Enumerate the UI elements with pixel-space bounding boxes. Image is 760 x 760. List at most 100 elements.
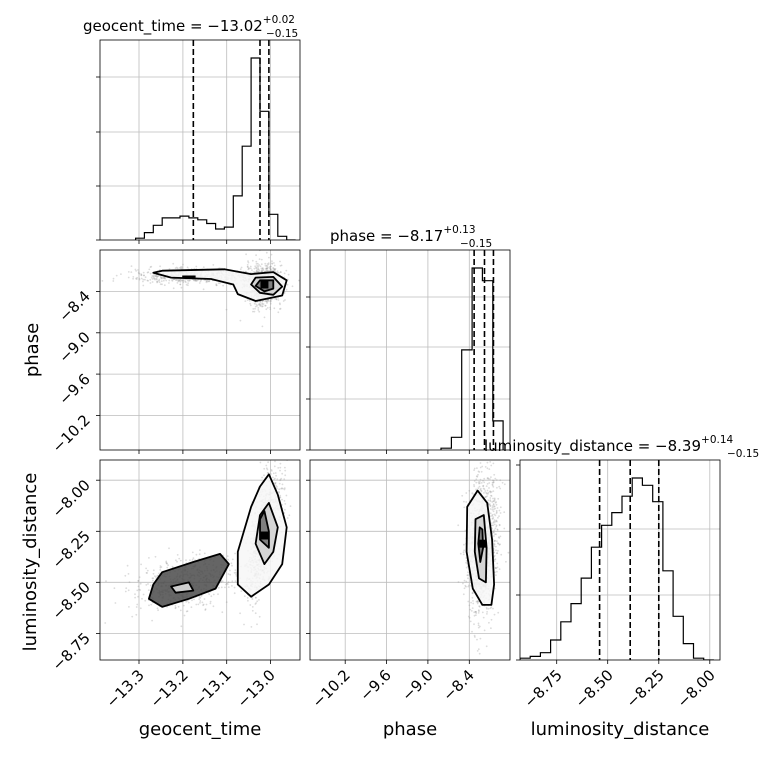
sample-point — [135, 606, 138, 608]
sample-point — [270, 300, 272, 303]
sample-point — [227, 558, 230, 561]
sample-point — [267, 299, 269, 301]
sample-point — [187, 280, 190, 282]
sample-point — [273, 307, 276, 310]
sample-point — [478, 605, 481, 608]
sample-point — [140, 273, 143, 275]
sample-point — [270, 470, 273, 472]
sample-point — [144, 599, 147, 602]
sample-point — [478, 652, 481, 655]
sample-point — [269, 265, 272, 268]
sample-point — [500, 553, 503, 556]
sample-point — [250, 626, 253, 628]
sample-point — [257, 270, 259, 273]
sample-point — [255, 270, 258, 273]
sample-point — [495, 525, 498, 528]
phase-tick-label: −8.4 — [55, 287, 93, 325]
sample-point — [261, 270, 264, 272]
sample-point — [467, 574, 469, 576]
hist-phase-grid — [310, 250, 510, 450]
sample-point — [265, 268, 268, 271]
sample-point — [196, 279, 199, 282]
sample-point — [486, 477, 489, 479]
sample-point — [273, 268, 276, 271]
sample-point — [265, 300, 268, 303]
sample-point — [492, 530, 494, 533]
sample-point — [261, 302, 263, 305]
sample-point — [284, 299, 286, 301]
sample-point — [492, 517, 494, 520]
sample-point — [217, 586, 220, 589]
sample-point — [493, 520, 495, 523]
sample-point — [251, 606, 254, 608]
sample-point — [258, 303, 261, 305]
sample-point — [490, 491, 493, 493]
sample-point — [265, 308, 268, 311]
sample-point — [253, 271, 256, 274]
sample-point — [264, 262, 267, 265]
sample-point — [285, 269, 288, 272]
sample-point — [275, 487, 278, 490]
sample-point — [186, 279, 189, 281]
sample-point — [174, 607, 177, 610]
sample-point — [463, 587, 466, 590]
sample-point — [486, 483, 489, 485]
sample-point — [152, 579, 154, 582]
sample-point — [253, 310, 256, 313]
sample-point — [276, 485, 278, 488]
sample-point — [152, 572, 155, 575]
sample-point — [466, 574, 469, 577]
sample-point — [491, 501, 494, 503]
hist-title-geocent-time: geocent_time = −13.02+0.02 — [83, 14, 295, 36]
sample-point — [496, 540, 498, 542]
sample-point — [156, 280, 159, 283]
sample-point — [247, 261, 250, 264]
sample-point — [493, 500, 495, 503]
sample-point — [176, 282, 179, 284]
sample-point — [177, 605, 180, 608]
sample-point — [172, 262, 175, 265]
sample-point — [469, 620, 472, 623]
sample-point — [257, 303, 260, 306]
sample-point — [475, 481, 478, 484]
sample-point — [160, 276, 162, 279]
sample-point — [486, 608, 488, 610]
sample-point — [266, 269, 269, 272]
sample-point — [261, 267, 264, 270]
sample-point — [498, 509, 501, 512]
sample-point — [477, 487, 480, 489]
sample-point — [495, 549, 497, 552]
sample-point — [482, 485, 484, 488]
sample-point — [484, 466, 487, 468]
sample-point — [135, 613, 138, 616]
sample-point — [476, 638, 478, 641]
hist-phase-quantiles — [473, 250, 495, 450]
sample-point — [256, 304, 258, 307]
sample-point — [177, 279, 179, 282]
sample-point — [475, 612, 478, 614]
sample-point — [140, 563, 143, 566]
sample-point — [278, 491, 280, 494]
sample-point — [258, 615, 261, 618]
sample-point — [164, 276, 167, 279]
sample-point — [265, 464, 268, 467]
sample-point — [266, 302, 268, 304]
sample-point — [256, 600, 259, 603]
sample-point — [142, 280, 144, 283]
sample-point — [493, 543, 496, 546]
sample-point — [136, 589, 139, 592]
sample-point — [194, 279, 197, 281]
sample-point — [272, 266, 275, 269]
sample-point — [490, 495, 493, 497]
panel-geocent-time-vs-phase-peak — [260, 280, 269, 289]
sample-point — [240, 266, 243, 269]
sample-point — [231, 558, 234, 561]
sample-point — [255, 303, 258, 306]
hist-bar-luminosity-distance — [673, 616, 683, 660]
hist-bar-luminosity-distance — [561, 622, 571, 660]
sample-point — [489, 490, 491, 493]
sample-point — [190, 606, 193, 609]
sample-point — [503, 483, 506, 486]
sample-point — [257, 268, 259, 271]
hist-bar-geocent-time — [216, 229, 225, 240]
